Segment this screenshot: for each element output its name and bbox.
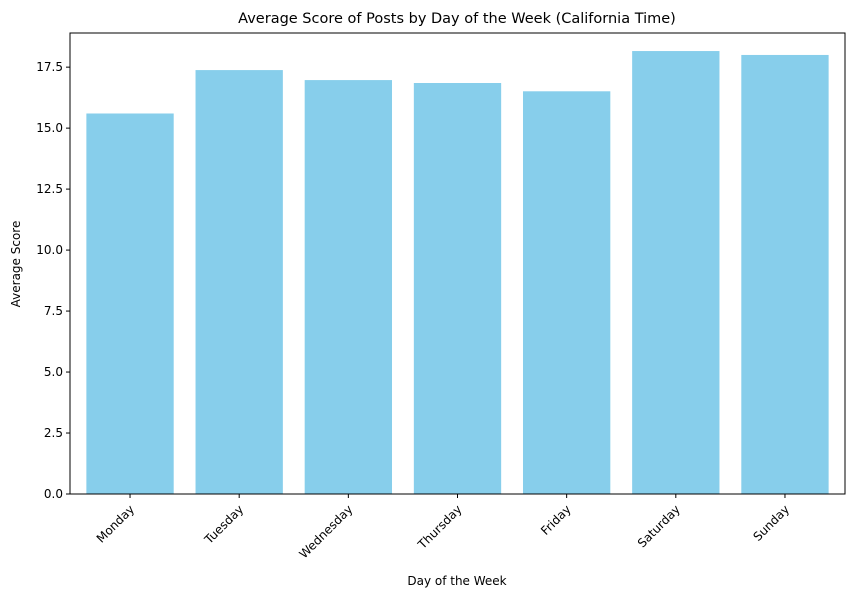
plot-frame — [69, 32, 846, 495]
x-tick-label: Saturday — [635, 502, 683, 550]
bar-friday — [522, 91, 611, 494]
y-tick-label: 5.0 — [44, 365, 63, 379]
x-tick-label: Wednesday — [296, 502, 355, 561]
y-tick-label: 12.5 — [36, 182, 63, 196]
bar-tuesday — [195, 70, 283, 494]
x-tick-label: Thursday — [415, 502, 465, 552]
x-tick-label: Sunday — [750, 502, 792, 544]
plot-bars — [86, 51, 829, 495]
y-tick-label: 2.5 — [44, 426, 63, 440]
x-tick-label: Tuesday — [201, 502, 246, 547]
chart-title: Average Score of Posts by Day of the Wee… — [238, 11, 676, 27]
bar-monday — [86, 113, 174, 494]
bar-thursday — [413, 83, 502, 494]
bar-sunday — [741, 54, 829, 494]
x-axis-title: Day of the Week — [407, 574, 506, 588]
y-tick-label: 15.0 — [36, 121, 63, 135]
bar-wednesday — [304, 80, 393, 495]
y-tick-label: 10.0 — [36, 243, 63, 257]
y-tick-label: 0.0 — [44, 487, 63, 501]
y-tick-label: 17.5 — [36, 60, 63, 74]
y-tick-label: 7.5 — [44, 304, 63, 318]
x-axis: Monday Tuesday Wednesday Thursday Friday Satu… — [94, 494, 792, 561]
y-axis-title: Average Score — [9, 221, 23, 308]
y-axis: 0.0 2.5 5.0 7.5 10.0 12.5 15.0 17.5 — [36, 60, 70, 501]
x-tick-label: Monday — [94, 502, 137, 545]
x-tick-label: Friday — [538, 502, 574, 538]
bar-saturday — [632, 51, 720, 494]
